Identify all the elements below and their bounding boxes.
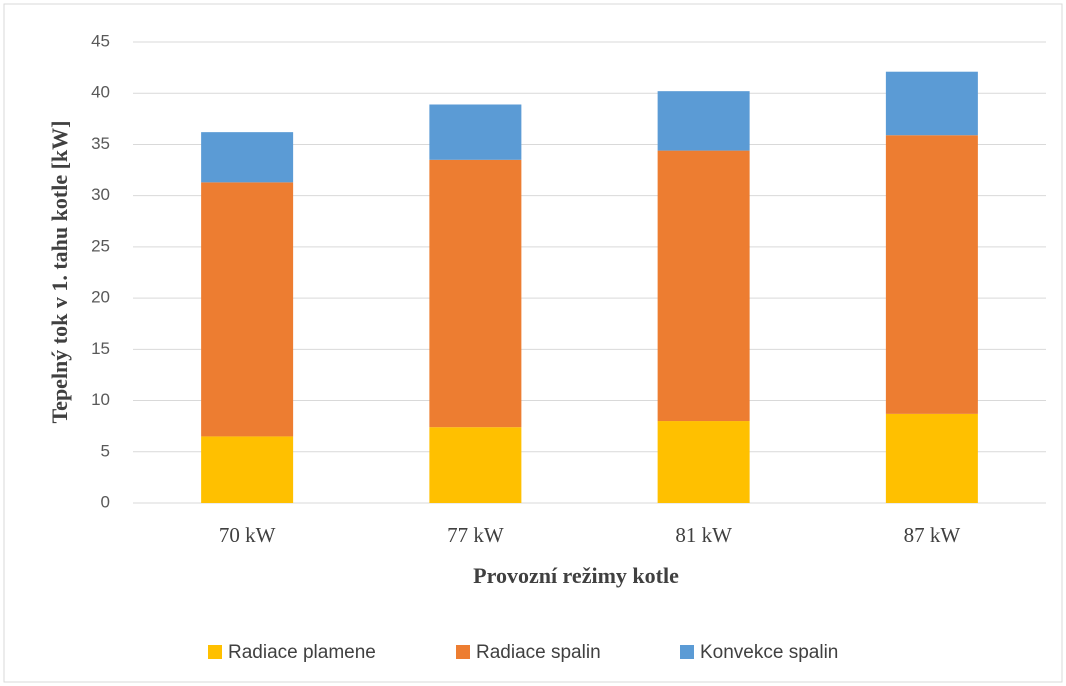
bar-segment — [657, 150, 750, 422]
bar-segment — [657, 91, 750, 151]
legend-swatch — [680, 645, 694, 659]
x-axis-title: Provozní režimy kotle — [473, 563, 679, 588]
legend-label: Radiace spalin — [476, 642, 601, 663]
bar-segment — [429, 427, 522, 503]
chart-frame — [3, 3, 1063, 683]
y-tick-label: 30 — [91, 185, 110, 204]
y-tick-label: 40 — [91, 83, 110, 102]
y-tick-label: 20 — [91, 288, 110, 307]
bar-segment — [201, 182, 294, 437]
bar-segment — [885, 71, 978, 136]
legend-swatch — [456, 645, 470, 659]
bar-segment — [201, 436, 294, 503]
x-tick-label: 87 kW — [904, 523, 961, 547]
bar-segment — [429, 159, 522, 428]
x-tick-label: 77 kW — [447, 523, 504, 547]
y-axis-title: Tepelný tok v 1. tahu kotle [kW] — [47, 121, 72, 424]
y-tick-label: 15 — [91, 339, 110, 358]
x-tick-label: 70 kW — [219, 523, 276, 547]
y-tick-label: 0 — [101, 492, 110, 511]
y-tick-label: 10 — [91, 390, 110, 409]
x-tick-label: 81 kW — [675, 523, 732, 547]
legend-label: Konvekce spalin — [700, 642, 838, 663]
legend-swatch — [208, 645, 222, 659]
y-tick-label: 35 — [91, 134, 110, 153]
y-tick-label: 45 — [91, 31, 110, 50]
legend-label: Radiace plamene — [228, 642, 376, 663]
y-tick-label: 25 — [91, 236, 110, 255]
bar-segment — [885, 135, 978, 414]
y-tick-label: 5 — [101, 441, 110, 460]
bar-segment — [201, 132, 294, 183]
bar-segment — [429, 104, 522, 160]
bar-segment — [885, 413, 978, 503]
bar-segment — [657, 421, 750, 503]
